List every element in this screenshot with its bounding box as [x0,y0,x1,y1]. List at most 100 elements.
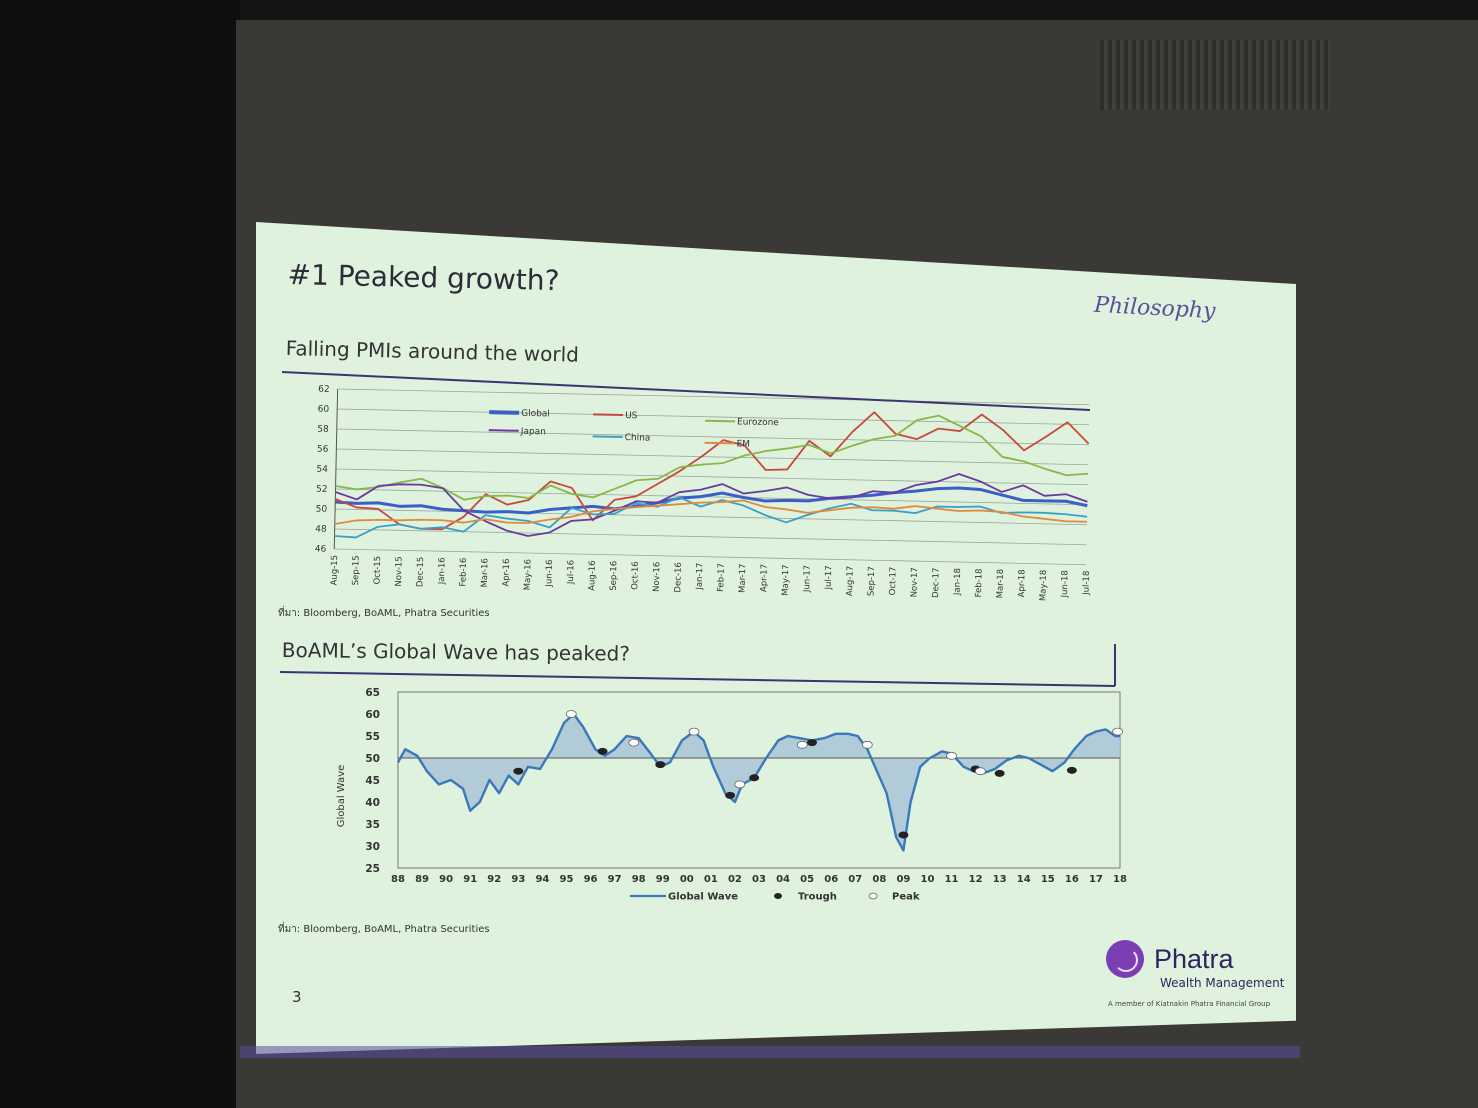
pmi-x-tick-label: Jun-16 [544,559,555,587]
brand-tagline: A member of Kiatnakin Phatra Financial G… [1108,1000,1271,1008]
pmi-x-tick-label: Feb-17 [716,563,727,592]
pmi-x-tick-label: Jul-17 [824,565,835,590]
peak-marker [1112,727,1123,736]
wave-x-tick-label: 16 [1065,874,1079,885]
wave-y-axis-label: Global Wave [336,765,347,828]
wave-y-tick-label: 25 [365,863,380,875]
trough-marker [994,769,1005,777]
pmi-gridline [335,468,1088,486]
pmi-x-tick-label: Nov-16 [652,562,663,592]
wave-x-tick-label: 12 [969,874,983,885]
wave-x-tick-label: 98 [632,874,646,885]
pmi-series-global [335,486,1088,515]
pmi-x-tick-label: Oct-15 [373,556,384,585]
wave-x-tick-label: 08 [872,874,886,885]
wave-x-tick-label: 93 [511,874,525,885]
brand-name: Phatra [1154,944,1234,974]
pmi-x-tick-label: Dec-17 [931,567,942,598]
pmi-x-tick-label: Jan-18 [952,568,963,596]
global-wave-chart: 25 30 35 40 45 50 55 60 65 88 89 90 91 92 93 94 95 96 97 9… [336,687,1127,903]
pmi-x-tick-label: May-16 [523,559,534,591]
pmi-x-tick-label: May-17 [781,564,792,596]
phatra-swirl-icon [1114,948,1138,972]
wave-x-tick-label: 00 [680,874,694,885]
pmi-x-tick-label: Sep-17 [867,566,878,596]
wave-x-tick-label: 03 [752,874,766,885]
wave-line [396,712,1120,852]
pmi-y-tick-label: 50 [316,505,328,515]
wave-x-tick-label: 94 [535,874,549,885]
wave-plot-frame [397,691,1121,869]
pmi-x-tick-label: Apr-18 [1017,569,1028,597]
pmi-series-japan [335,473,1088,537]
pmi-y-tick-label: 56 [317,445,329,455]
legend-label-japan: Japan [520,427,546,438]
pmi-x-tick-label: Sep-16 [609,561,620,591]
pmi-x-tick-label: Jan-16 [437,557,448,585]
wave-x-tick-label: 10 [921,874,935,885]
trough-marker [597,747,608,755]
wave-x-tick-label: 05 [800,874,814,885]
pmi-y-tick-label: 46 [315,545,327,555]
legend-swatch-us [593,413,624,416]
pmi-x-tick-label: Nov-15 [394,556,405,586]
wave-x-tick-label: 06 [824,874,838,885]
wave-x-tick-label: 02 [728,874,742,885]
pmi-y-tick-label: 58 [317,425,329,435]
peak-marker [565,710,577,718]
peak-marker [734,780,746,789]
brand-subtitle: Wealth Management [1160,976,1285,990]
wave-x-tick-label: 89 [415,874,429,885]
page-number: 3 [292,988,302,1006]
wave-y-tick-label: 60 [365,709,380,721]
legend-swatch-global [489,410,520,415]
pmi-series-em [334,499,1088,525]
pmi-y-tick-label: 54 [316,465,328,475]
wave-x-tick-label: 15 [1041,874,1055,885]
pmi-x-tick-label: Mar-16 [480,558,491,588]
pmi-x-tick-label: Nov-17 [909,567,920,597]
wave-x-tick-label: 91 [463,874,477,885]
pmi-x-tick-label: Oct-17 [888,567,899,596]
wave-y-tick-label: 45 [365,775,380,787]
legend-wave-label: Global Wave [668,892,738,903]
pmi-x-tick-label: Jun-18 [1060,570,1071,598]
wave-x-tick-label: 92 [487,874,501,885]
legend-trough-label: Trough [798,892,837,903]
pmi-x-tick-label: Jul-18 [1081,571,1092,596]
trough-marker [513,767,524,775]
wave-source: ที่มา: Bloomberg, BoAML, Phatra Securiti… [278,924,490,935]
legend-swatch-em [704,441,735,445]
legend-label-global: Global [521,409,550,420]
legend-label-us: US [625,411,638,421]
pmi-line-chart: 46 48 50 52 54 56 58 60 62 Aug-15 Sep-15 Oct-15 Nov… [315,385,1092,602]
trough-marker [725,791,736,799]
pmi-y-tick-label: 52 [316,485,328,495]
wave-x-tick-label: 18 [1113,874,1127,885]
legend-peak-icon [868,892,878,900]
peak-marker [628,738,640,747]
legend-swatch-eurozone [705,419,736,423]
peak-marker [946,751,957,760]
legend-label-china: China [625,433,651,444]
wave-y-tick-label: 35 [365,819,380,831]
legend-label-em: EM [736,439,750,449]
pmi-x-tick-label: Apr-16 [501,558,512,586]
pmi-x-tick-label: Dec-15 [415,557,426,588]
wave-x-tick-label: 97 [608,874,622,885]
peak-marker [975,767,986,776]
pmi-x-tick-label: Sep-15 [351,555,362,585]
wave-x-tick-label: 14 [1017,874,1031,885]
pmi-gridline [337,408,1090,426]
pmi-y-tick-label: 48 [315,525,327,535]
ceiling-vent [1100,40,1330,110]
trough-marker [655,761,666,769]
wave-y-tick-label: 65 [365,687,380,699]
slide-canvas [256,222,1296,1054]
peak-marker [796,740,808,749]
pmi-x-tick-label: Aug-15 [329,555,340,586]
trough-marker [806,739,817,747]
wave-x-tick-label: 96 [584,874,598,885]
legend-peak-label: Peak [892,892,920,903]
